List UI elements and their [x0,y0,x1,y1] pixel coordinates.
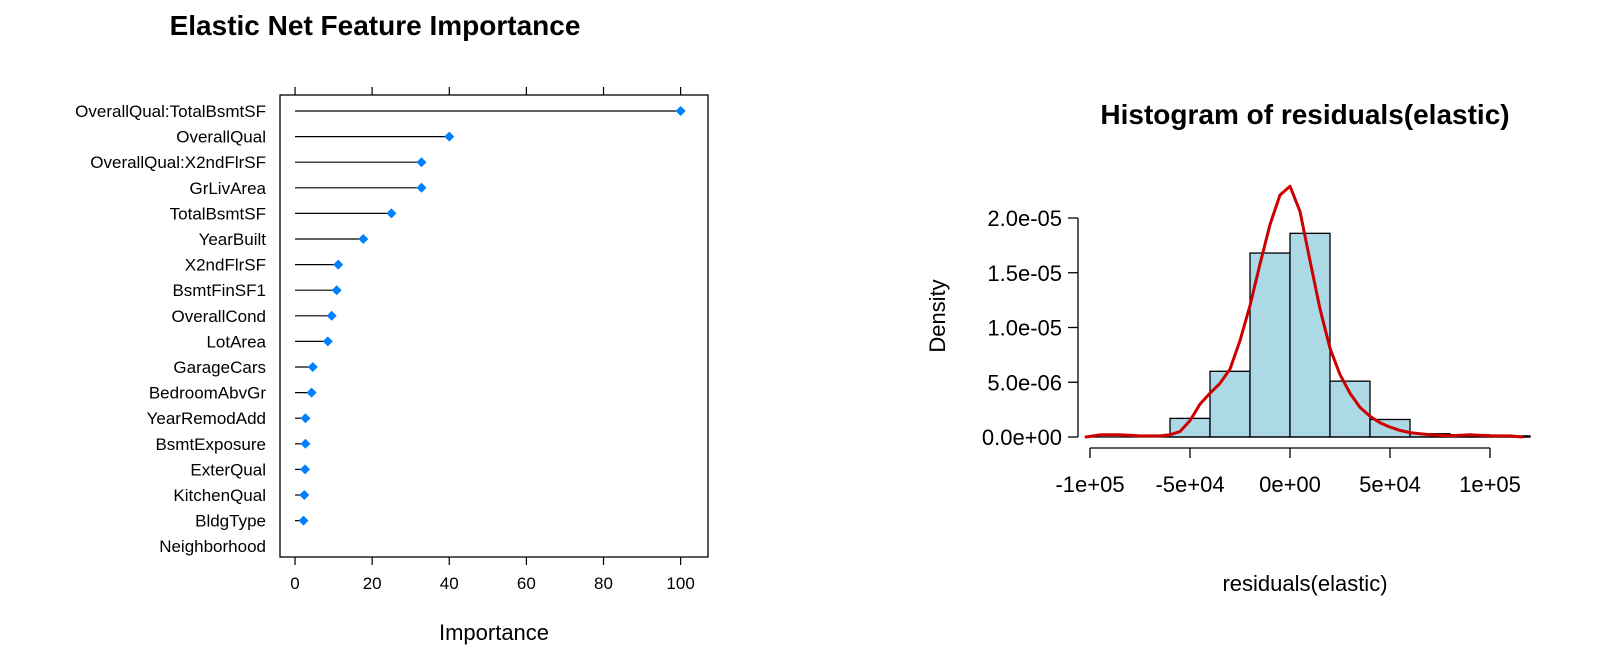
importance-category-label: OverallQual [176,128,266,147]
importance-points [298,106,686,526]
importance-point [300,464,311,475]
density-curve [1084,184,1524,439]
importance-chart-title: Elastic Net Feature Importance [170,10,581,41]
importance-category-label: BsmtFinSF1 [172,281,266,300]
importance-x-tick-labels: 0 20 40 60 80 100 [290,557,695,593]
importance-point [416,182,427,193]
histogram-y-axis: 0.0e+00 5.0e-06 1.0e-05 1.5e-05 2.0e-05 [982,206,1079,450]
importance-category-label: BsmtExposure [155,435,266,454]
importance-point [416,157,427,168]
importance-point [358,234,369,244]
histogram-y-axis-label: Density [925,279,950,352]
histogram-bar [1209,370,1251,438]
importance-x-tick-label: 20 [363,574,382,593]
importance-category-label: X2ndFlrSF [185,256,266,275]
importance-category-label: TotalBsmtSF [170,204,266,223]
importance-category-label: Neighborhood [159,537,266,556]
importance-point [444,131,455,142]
importance-category-label: OverallQual:TotalBsmtSF [75,102,266,121]
importance-point [307,362,318,372]
importance-category-label: OverallQual:X2ndFlrSF [90,153,266,172]
histogram-x-axis: -1e+05 -5e+04 0e+00 5e+04 1e+05 [1055,447,1521,497]
histogram-x-tick-label: 0e+00 [1259,472,1321,497]
importance-point [333,259,344,270]
importance-category-label: GrLivArea [189,179,266,198]
importance-x-tick-label: 40 [440,574,459,593]
importance-category-label: GarageCars [173,358,266,377]
histogram-x-axis-label: residuals(elastic) [1222,571,1387,596]
importance-top-ticks [294,87,682,95]
histogram-x-tick-label: -5e+04 [1155,472,1224,497]
importance-point [300,438,311,449]
importance-category-label: YearBuilt [199,230,267,249]
importance-point [300,413,311,424]
importance-category-label: KitchenQual [173,486,266,505]
importance-x-tick-label: 0 [290,574,299,593]
importance-stems [295,110,681,522]
histogram-y-tick-label: 5.0e-06 [987,370,1062,395]
importance-plot-frame [279,94,709,558]
importance-category-label: OverallCond [172,307,267,326]
importance-category-label: BldgType [195,512,266,531]
importance-x-tick-label: 80 [594,574,613,593]
histogram-x-tick-label: -1e+05 [1055,472,1124,497]
histogram-y-tick-label: 0.0e+00 [982,425,1062,450]
importance-category-labels: OverallQual:TotalBsmtSF OverallQual Overal… [75,102,266,556]
importance-x-tick-label: 60 [517,574,536,593]
histogram-y-tick-label: 1.5e-05 [987,261,1062,286]
histogram-title: Histogram of residuals(elastic) [1100,99,1509,130]
importance-x-tick-label: 100 [666,574,694,593]
importance-point [386,208,397,219]
importance-category-label: YearRemodAdd [147,409,266,428]
histogram-x-tick-label: 5e+04 [1359,472,1421,497]
importance-point [331,285,342,296]
histogram-x-tick-label: 1e+05 [1459,472,1521,497]
histogram-y-tick-label: 2.0e-05 [987,206,1062,231]
importance-point [298,515,309,526]
residuals-histogram-chart: Histogram of residuals(elastic) -1e+05 -5… [925,99,1531,596]
importance-point [675,106,686,116]
importance-point [322,336,333,347]
feature-importance-chart: Elastic Net Feature Importance 0 20 40 60 80… [75,10,709,645]
histogram-y-tick-label: 1.0e-05 [987,316,1062,341]
importance-category-label: ExterQual [190,460,266,479]
importance-point [326,310,337,321]
importance-x-axis-label: Importance [439,620,549,645]
importance-category-label: BedroomAbvGr [149,384,266,403]
importance-point [306,387,317,398]
importance-point [299,490,310,500]
importance-category-label: LotArea [206,332,266,351]
